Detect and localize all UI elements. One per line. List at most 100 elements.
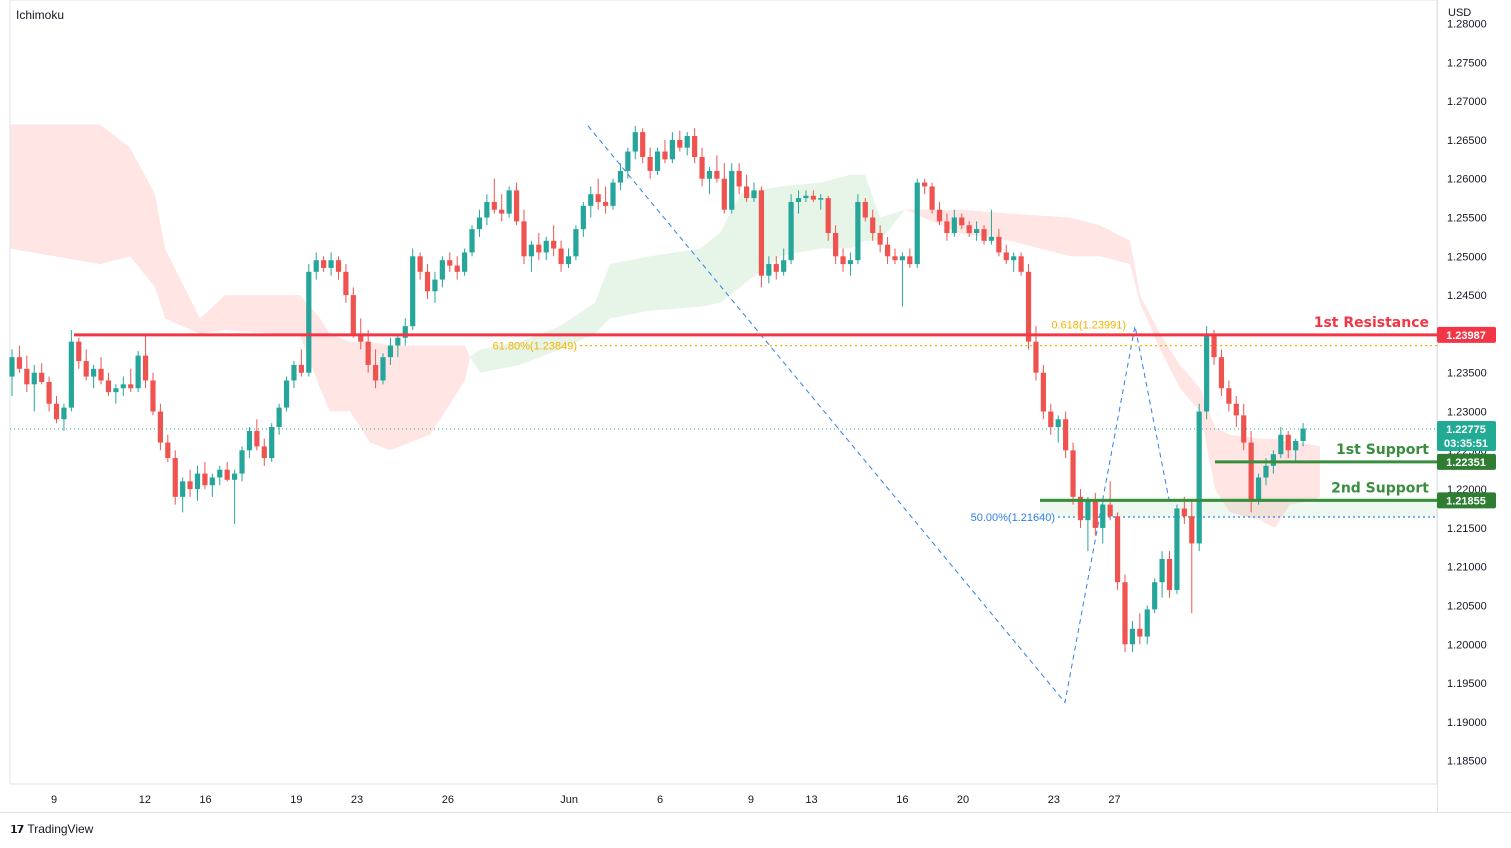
level-name-label: 1st Support	[1336, 442, 1429, 458]
candle-body	[439, 260, 445, 280]
candle-body	[1278, 434, 1284, 455]
candle-body	[788, 201, 794, 261]
ichimoku-cloud	[10, 124, 1320, 528]
candle-body	[387, 345, 394, 358]
candle-body	[499, 209, 505, 214]
price-tick-label: 1.26000	[1447, 174, 1487, 186]
candle-body	[68, 341, 74, 408]
candle-body	[536, 244, 542, 253]
candle-body	[217, 469, 223, 478]
candle-body	[202, 473, 208, 486]
bearish-cloud-segment	[905, 209, 1320, 528]
candle-body	[321, 260, 327, 268]
candle-body	[714, 170, 720, 179]
candle-body	[358, 333, 364, 342]
candlesticks	[9, 125, 1306, 653]
candle-body	[862, 201, 868, 218]
time-tick-label: 27	[1108, 794, 1120, 806]
candle-body	[610, 182, 616, 206]
candle-body	[142, 355, 149, 381]
candle-body	[1144, 609, 1150, 637]
bullish-cloud-segment	[470, 174, 905, 373]
fib-zone	[1040, 496, 1437, 518]
candle-body	[165, 442, 171, 459]
candle-body	[16, 357, 23, 369]
candle-body	[632, 132, 638, 152]
level-price-label: 1.23987	[1446, 330, 1486, 342]
candle-body	[1248, 442, 1254, 501]
level-price-badge	[1437, 326, 1496, 343]
level-price-badge	[1437, 453, 1496, 470]
candle-body	[172, 458, 178, 497]
candle-body	[766, 264, 772, 276]
candle-body	[810, 195, 816, 200]
candle-body	[187, 481, 193, 490]
candle-body	[580, 205, 586, 230]
candle-body	[1003, 252, 1009, 261]
candle-body	[157, 411, 163, 443]
candle-body	[692, 136, 698, 157]
candle-body	[1270, 454, 1276, 466]
candle-body	[24, 368, 30, 385]
current-price-badge	[1437, 420, 1496, 451]
candle-body	[884, 244, 891, 257]
candle-body	[424, 271, 431, 292]
candle-body	[209, 477, 215, 486]
candle-body	[877, 233, 883, 245]
candle-body	[521, 221, 527, 257]
fib-level-label: 0.618(1.23991)	[1051, 320, 1126, 332]
fibonacci-levels: 61.80%(1.23849) 0.618(1.23991) 50.00%(1.21…	[493, 320, 1437, 524]
time-tick-label: 26	[442, 794, 454, 806]
candle-body	[684, 136, 690, 148]
level-price-label: 1.22351	[1446, 457, 1486, 469]
candle-body	[781, 260, 787, 272]
candle-body	[595, 194, 601, 202]
candle-body	[1129, 628, 1136, 645]
level-name-label: 2nd Support	[1331, 480, 1429, 496]
candle-body	[699, 156, 705, 179]
price-axis: 1.18500 1.19000 1.19500 1.20000 1.20500 1.210…	[1447, 19, 1487, 768]
candle-body	[432, 279, 438, 292]
candle-body	[254, 430, 260, 447]
candle-body	[335, 260, 342, 272]
candle-body	[39, 372, 45, 383]
candle-body	[751, 190, 757, 199]
candle-body	[640, 132, 646, 157]
candle-body	[1293, 440, 1299, 451]
level-price-label: 1.21855	[1446, 495, 1486, 507]
fib-level-label: 61.80%(1.23849)	[493, 341, 577, 353]
time-tick-label: 9	[51, 794, 57, 806]
current-price-timer: 03:35:51	[1444, 438, 1488, 450]
price-tick-label: 1.25000	[1447, 251, 1487, 263]
candle-body	[484, 201, 490, 218]
candle-body	[306, 271, 312, 373]
candle-body	[61, 407, 67, 420]
price-tick-label: 1.20500	[1447, 601, 1487, 613]
candle-body	[128, 384, 134, 389]
candle-body	[833, 233, 839, 257]
candle-body	[98, 368, 104, 381]
candle-body	[1048, 411, 1054, 428]
candle-body	[135, 355, 141, 389]
candle-body	[372, 364, 379, 381]
tradingview-brand[interactable]: 𝟭𝟳 TradingView	[10, 822, 93, 836]
candle-body	[83, 361, 89, 377]
price-tick-label: 1.19500	[1447, 678, 1487, 690]
candle-body	[1070, 450, 1076, 497]
candle-body	[758, 190, 765, 276]
level-price-badge	[1437, 492, 1496, 509]
candle-body	[855, 201, 861, 261]
candle-body	[350, 295, 356, 334]
candle-body	[588, 194, 594, 206]
price-tick-label: 1.23000	[1447, 407, 1487, 419]
candle-body	[847, 260, 854, 265]
price-tick-label: 1.28000	[1447, 19, 1487, 31]
candle-body	[1040, 372, 1046, 412]
candle-body	[1055, 419, 1061, 428]
candle-body	[1181, 508, 1187, 517]
candle-body	[491, 201, 497, 210]
price-tick-label: 1.24500	[1447, 290, 1487, 302]
price-tick-label: 1.19000	[1447, 717, 1487, 729]
candle-body	[1137, 628, 1143, 637]
